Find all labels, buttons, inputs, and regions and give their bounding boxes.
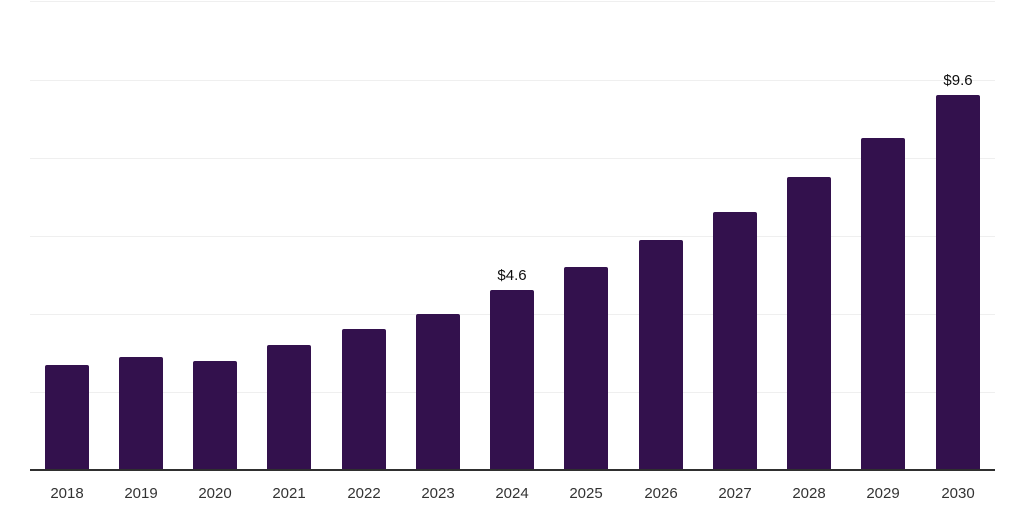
bar-2030: [936, 95, 980, 470]
x-tick-label-2023: 2023: [421, 485, 455, 502]
x-tick-label-2019: 2019: [124, 485, 158, 502]
gridline: [30, 158, 995, 159]
gridline: [30, 1, 995, 2]
bar-2028: [787, 177, 831, 470]
bar-2026: [639, 240, 683, 470]
bar-2024: [490, 290, 534, 470]
gridline: [30, 236, 995, 237]
bar-2018: [45, 365, 89, 470]
bar-2019: [119, 357, 163, 470]
x-axis-line: [30, 469, 995, 471]
x-tick-label-2029: 2029: [866, 485, 900, 502]
x-tick-label-2018: 2018: [50, 485, 84, 502]
x-tick-label-2025: 2025: [569, 485, 603, 502]
x-tick-label-2020: 2020: [198, 485, 232, 502]
x-tick-label-2022: 2022: [347, 485, 381, 502]
data-label-2030: $9.6: [943, 72, 973, 89]
bar-2021: [267, 345, 311, 470]
bar-2023: [416, 314, 460, 470]
bar-2025: [564, 267, 608, 470]
bar-2020: [193, 361, 237, 470]
x-tick-label-2024: 2024: [495, 485, 529, 502]
x-tick-label-2027: 2027: [718, 485, 752, 502]
x-tick-label-2030: 2030: [941, 485, 975, 502]
x-tick-label-2026: 2026: [644, 485, 678, 502]
bar-2022: [342, 329, 386, 470]
gridline: [30, 80, 995, 81]
x-tick-label-2028: 2028: [792, 485, 826, 502]
data-label-2024: $4.6: [497, 267, 527, 284]
bar-2029: [861, 138, 905, 470]
x-tick-label-2021: 2021: [272, 485, 306, 502]
bar-2027: [713, 212, 757, 470]
